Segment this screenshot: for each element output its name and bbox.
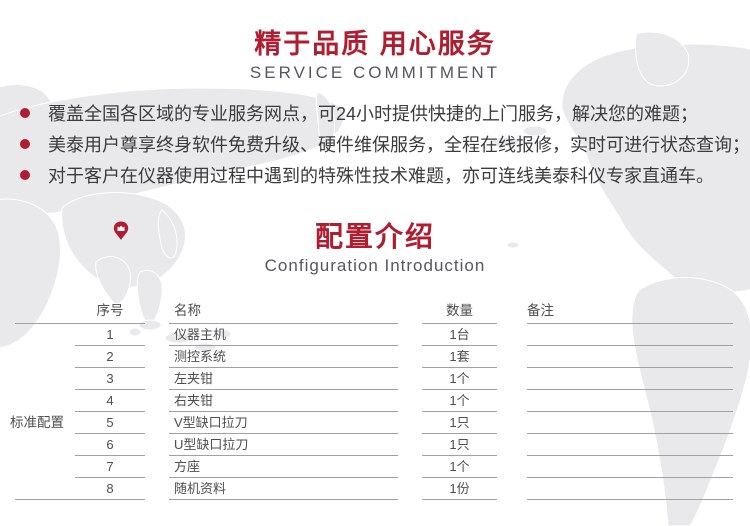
table-row: 8 随机资料 1份 xyxy=(0,478,750,500)
table-row: 6 U型缺口拉刀 1只 xyxy=(0,434,750,456)
table-row: 5 V型缺口拉刀 1只 xyxy=(0,412,750,434)
cell-qty: 1只 xyxy=(422,412,497,434)
cell-no: 4 xyxy=(75,390,145,412)
cell-qty: 1个 xyxy=(422,368,497,390)
cell-note xyxy=(527,368,733,390)
bullet-text: 美泰用户尊享终身软件免费升级、硬件维保服务，全程在线报修，实时可进行状态查询； xyxy=(48,134,750,155)
table-row: 2 测控系统 1套 xyxy=(0,346,750,368)
config-section-title: 配置介绍 Configuration Introduction xyxy=(0,222,750,276)
bullet-dot-icon xyxy=(20,138,30,149)
bullet-dot-icon xyxy=(20,107,30,118)
cell-note xyxy=(527,390,733,412)
table-row: 4 右夹钳 1个 xyxy=(0,390,750,412)
list-item: 覆盖全国各区域的专业服务网点，可24小时提供快捷的上门服务，解决您的难题； xyxy=(20,97,750,128)
cell-note xyxy=(527,324,733,346)
cell-note xyxy=(527,456,733,478)
cell-qty: 1台 xyxy=(422,324,497,346)
cell-note xyxy=(527,434,733,456)
cell-no: 8 xyxy=(106,481,114,496)
table-row: 1 仪器主机 1台 xyxy=(0,324,750,346)
table-row: 3 左夹钳 1个 xyxy=(0,368,750,390)
location-pin-icon xyxy=(113,221,129,240)
service-section-title: 精于品质 用心服务 SERVICE COMMITMENT xyxy=(0,30,750,83)
cell-qty: 1个 xyxy=(422,456,497,478)
table-group-label: 标准配置 xyxy=(10,415,64,430)
table-divider xyxy=(15,499,145,500)
cell-name: 方座 xyxy=(169,456,398,478)
cell-note xyxy=(527,346,733,368)
cell-no: 5 xyxy=(75,412,145,434)
config-title-cn: 配置介绍 xyxy=(314,221,435,252)
cell-qty: 1个 xyxy=(422,390,497,412)
service-title-en: SERVICE COMMITMENT xyxy=(249,63,501,83)
col-header-qty: 数量 xyxy=(422,300,497,324)
cell-name: U型缺口拉刀 xyxy=(169,434,398,456)
col-header-name: 名称 xyxy=(169,300,398,324)
cell-name: 仪器主机 xyxy=(169,324,398,346)
list-item: 对于客户在仪器使用过程中遇到的特殊性技术难题，亦可连线美泰科仪专家直通车。 xyxy=(20,159,750,190)
cell-no: 2 xyxy=(75,346,145,368)
col-header-no: 序号 xyxy=(96,303,124,318)
cell-note xyxy=(527,478,733,500)
cell-name: V型缺口拉刀 xyxy=(169,412,398,434)
cell-no: 7 xyxy=(75,456,145,478)
service-title-cn: 精于品质 用心服务 xyxy=(254,29,496,59)
cell-no: 3 xyxy=(75,368,145,390)
bullet-dot-icon xyxy=(20,169,30,180)
config-title-en: Configuration Introduction xyxy=(264,256,486,276)
cell-note xyxy=(527,412,733,434)
cell-name: 测控系统 xyxy=(169,346,398,368)
col-header-note: 备注 xyxy=(527,300,733,324)
cell-qty: 1只 xyxy=(422,434,497,456)
cell-qty: 1份 xyxy=(422,478,497,500)
bullet-text: 对于客户在仪器使用过程中遇到的特殊性技术难题，亦可连线美泰科仪专家直通车。 xyxy=(48,165,714,186)
cell-name: 左夹钳 xyxy=(169,368,398,390)
list-item: 美泰用户尊享终身软件免费升级、硬件维保服务，全程在线报修，实时可进行状态查询； xyxy=(20,128,750,159)
cell-no: 1 xyxy=(75,324,145,346)
table-header: 序号 名称 数量 备注 xyxy=(0,300,750,324)
cell-name: 随机资料 xyxy=(169,478,398,500)
cell-qty: 1套 xyxy=(422,346,497,368)
cell-no: 6 xyxy=(75,434,145,456)
service-bullet-list: 覆盖全国各区域的专业服务网点，可24小时提供快捷的上门服务，解决您的难题； 美泰… xyxy=(20,97,750,190)
bullet-text: 覆盖全国各区域的专业服务网点，可24小时提供快捷的上门服务，解决您的难题； xyxy=(48,103,699,124)
cell-name: 右夹钳 xyxy=(169,390,398,412)
table-row: 7 方座 1个 xyxy=(0,456,750,478)
table-divider xyxy=(15,323,145,324)
